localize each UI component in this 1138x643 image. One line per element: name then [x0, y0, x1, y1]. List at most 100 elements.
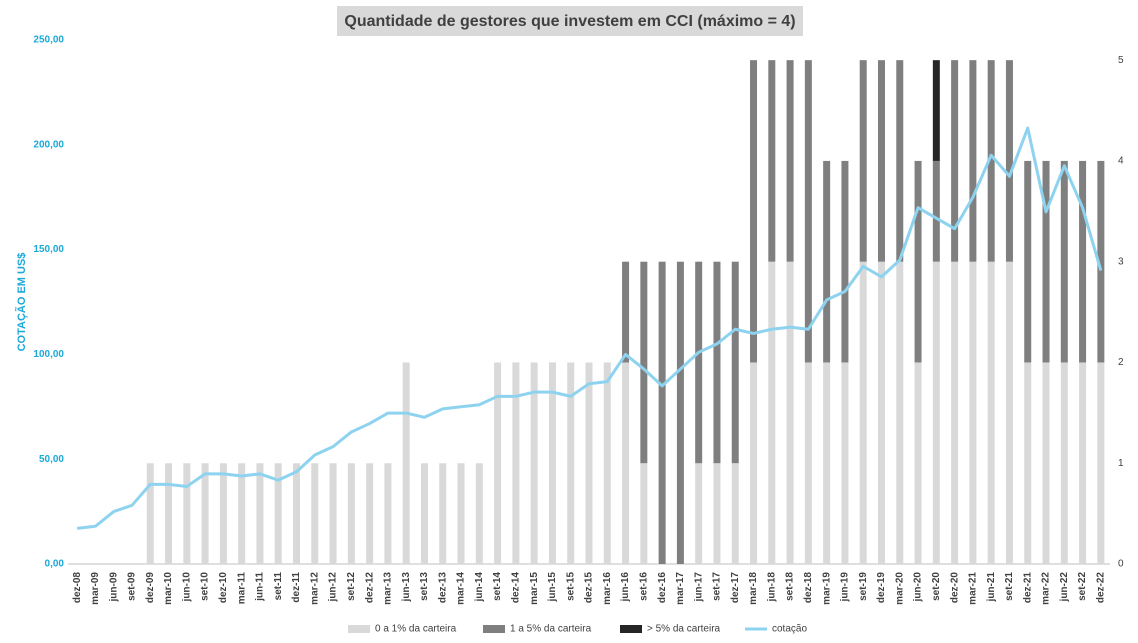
- y2-tick-label: 4: [1118, 156, 1124, 167]
- bar: [786, 261, 794, 564]
- x-tick-label: mar-17: [675, 572, 686, 605]
- bar: [713, 261, 721, 464]
- x-tick-label: dez-14: [511, 572, 522, 604]
- x-tick-label: dez-16: [657, 572, 668, 604]
- bar: [439, 463, 447, 564]
- x-tick-label: jun-14: [474, 572, 485, 603]
- bar: [329, 463, 337, 564]
- bar: [695, 261, 703, 464]
- y-tick-label: 250,00: [33, 35, 64, 46]
- x-tick-label: dez-22: [1096, 572, 1107, 604]
- x-tick-label: set-21: [1004, 572, 1015, 601]
- x-tick-label: dez-19: [876, 572, 887, 604]
- bar: [951, 261, 959, 564]
- x-tick-label: mar-14: [456, 572, 467, 605]
- x-tick-label: dez-15: [584, 572, 595, 604]
- bar: [457, 463, 465, 564]
- bar: [877, 261, 885, 564]
- bar: [932, 261, 940, 564]
- x-tick-label: set-10: [200, 572, 211, 601]
- bar: [804, 60, 812, 363]
- bar: [768, 60, 776, 262]
- x-tick-label: set-11: [273, 572, 284, 601]
- x-tick-label: set-18: [785, 572, 796, 601]
- legend-label: 0 a 1% da carteira: [375, 624, 457, 635]
- x-tick-label: mar-18: [748, 572, 759, 605]
- bar: [750, 362, 758, 564]
- x-tick-label: jun-22: [1059, 572, 1070, 603]
- x-tick-label: mar-21: [968, 572, 979, 605]
- x-tick-label: set-14: [492, 572, 503, 601]
- bar: [1097, 362, 1105, 564]
- bar: [274, 463, 282, 564]
- bar: [695, 463, 703, 564]
- x-tick-label: mar-10: [163, 572, 174, 605]
- y2-tick-label: 5: [1118, 55, 1124, 66]
- bar: [567, 362, 575, 564]
- bar: [823, 362, 831, 564]
- x-tick-label: mar-09: [90, 572, 101, 605]
- y-tick-label: 100,00: [33, 349, 64, 360]
- chart-title: Quantidade de gestores que investem em C…: [344, 13, 795, 30]
- bar: [1079, 362, 1087, 564]
- x-tick-label: set-12: [346, 572, 357, 601]
- legend-label: cotação: [772, 624, 807, 635]
- bar: [951, 60, 959, 262]
- bar: [603, 362, 611, 564]
- x-tick-label: mar-19: [821, 572, 832, 605]
- x-tick-label: mar-13: [383, 572, 394, 605]
- legend-swatch: [483, 625, 505, 633]
- y-tick-label: 150,00: [33, 244, 64, 255]
- x-tick-label: dez-20: [949, 572, 960, 604]
- bar: [731, 261, 739, 464]
- bar: [841, 362, 849, 564]
- x-tick-label: jun-10: [181, 572, 192, 603]
- x-tick-label: dez-08: [72, 572, 83, 604]
- bar: [256, 463, 264, 564]
- legend-label: > 5% da carteira: [647, 624, 721, 635]
- x-tick-label: jun-16: [620, 572, 631, 603]
- bar: [969, 60, 977, 262]
- x-tick-label: set-13: [419, 572, 430, 601]
- bar: [183, 463, 191, 564]
- bar: [713, 463, 721, 564]
- x-tick-label: jun-15: [547, 572, 558, 603]
- bar: [622, 261, 630, 363]
- bar: [201, 463, 209, 564]
- x-tick-label: jun-13: [401, 572, 412, 603]
- y2-tick-label: 3: [1118, 256, 1124, 267]
- y2-tick-label: 0: [1118, 559, 1124, 570]
- bar: [347, 463, 355, 564]
- bar: [146, 463, 154, 564]
- bar: [293, 463, 301, 564]
- bar: [1042, 362, 1050, 564]
- bar: [366, 463, 374, 564]
- bar: [841, 160, 849, 363]
- x-tick-label: dez-21: [1022, 572, 1033, 604]
- x-tick-label: mar-22: [1041, 572, 1052, 605]
- bar: [914, 362, 922, 564]
- x-tick-label: dez-10: [218, 572, 229, 604]
- bar: [512, 362, 520, 564]
- y2-tick-label: 2: [1118, 357, 1124, 368]
- x-tick-label: dez-11: [291, 572, 302, 603]
- legend-swatch: [620, 625, 642, 633]
- bar: [530, 362, 538, 564]
- bar: [1005, 60, 1013, 262]
- y-tick-label: 50,00: [39, 454, 64, 465]
- bar: [932, 60, 940, 161]
- bar: [1005, 261, 1013, 564]
- bar: [786, 60, 794, 262]
- y-tick-label: 0,00: [45, 559, 65, 570]
- bar: [676, 261, 684, 564]
- x-tick-label: dez-12: [364, 572, 375, 604]
- bar: [384, 463, 392, 564]
- x-tick-label: dez-13: [437, 572, 448, 604]
- bar: [731, 463, 739, 564]
- x-tick-label: set-09: [127, 572, 138, 601]
- x-tick-label: dez-09: [145, 572, 156, 604]
- legend-swatch: [348, 625, 370, 633]
- bar: [768, 261, 776, 564]
- bar: [823, 160, 831, 363]
